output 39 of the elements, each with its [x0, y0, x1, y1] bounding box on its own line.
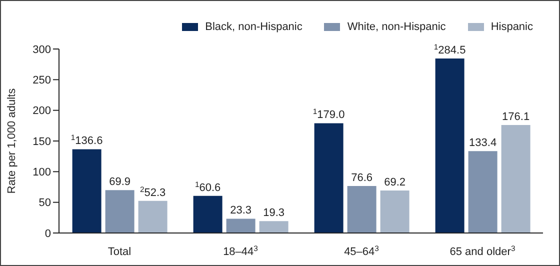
bar [468, 151, 498, 233]
bar [138, 200, 168, 233]
y-tick-label: 250 [32, 74, 51, 87]
data-label: $^{1}$60.6 [194, 179, 221, 194]
bar [435, 58, 464, 233]
data-label: 23.3 [230, 204, 252, 217]
bar [347, 186, 376, 233]
data-label: 176.1 [502, 110, 530, 123]
legend-label: Black, non-Hispanic [205, 21, 302, 33]
bar [105, 190, 134, 233]
data-label: 19.3 [263, 207, 285, 220]
bar [259, 221, 288, 233]
data-label: 133.4 [469, 137, 497, 150]
data-label: $^{1}$284.5 [434, 42, 466, 57]
data-label: $^{2}$52.3 [140, 184, 166, 199]
legend-label: White, non-Hispanic [347, 21, 446, 33]
legend-label: Hispanic [490, 21, 533, 33]
bar [72, 149, 102, 233]
y-tick-label: 300 [32, 44, 51, 56]
data-label: $^{1}$179.0 [312, 106, 345, 122]
bar [314, 123, 344, 233]
bar [501, 124, 530, 233]
y-tick-label: 50 [38, 197, 51, 210]
y-tick-label: 0 [44, 228, 51, 240]
y-axis-title: Rate per 1,000 adults [6, 88, 18, 194]
bar [380, 190, 410, 233]
bar [226, 218, 256, 233]
x-tick-label: 18–44$^{3}$ [223, 244, 258, 258]
data-label: $^{1}$136.6 [70, 132, 103, 148]
y-tick-label: 100 [32, 166, 51, 179]
data-label: 76.6 [351, 172, 373, 184]
x-tick-label: 65 and older$^{3}$ [450, 244, 516, 258]
bar [193, 196, 222, 233]
y-tick-label: 150 [32, 136, 51, 148]
y-tick-label: 200 [32, 105, 51, 118]
x-tick-label: 45–64$^{3}$ [344, 244, 379, 258]
x-tick-label: Total [108, 246, 132, 258]
data-label: 69.2 [384, 176, 406, 189]
data-label: 69.9 [109, 176, 131, 188]
